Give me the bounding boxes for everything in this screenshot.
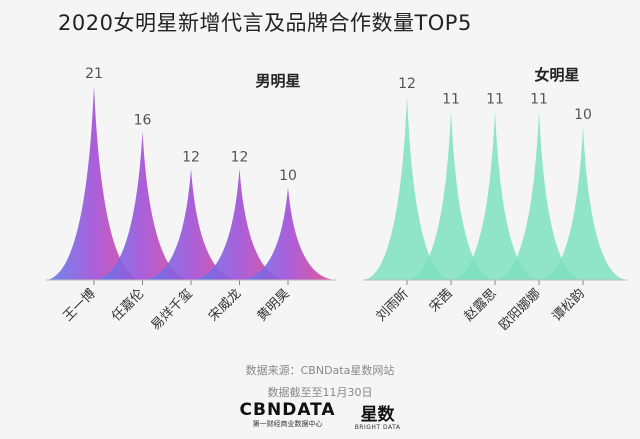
male-panel-title: 男明星 xyxy=(255,72,300,90)
male-chart: 21 王一博 16 任嘉伦 12 易烊千玺 12 宋威龙 10 黄明昊 xyxy=(46,66,336,334)
female-category-label-1: 刘雨昕 xyxy=(374,286,412,324)
male-peak-5 xyxy=(240,187,336,280)
male-category-label-5: 黄明昊 xyxy=(255,286,293,324)
female-value-label-2: 11 xyxy=(442,91,460,107)
male-category-label-3: 易烊千玺 xyxy=(148,286,195,333)
male-value-label-2: 16 xyxy=(134,112,152,128)
male-value-label-5: 10 xyxy=(279,168,297,184)
female-panel-title: 女明星 xyxy=(534,66,579,84)
female-value-label-4: 11 xyxy=(530,91,548,107)
male-category-label-4: 宋威龙 xyxy=(206,286,244,324)
cbndata-logo: CBNDATA 第一财经商业数据中心 xyxy=(239,400,336,428)
female-chart: 12 刘雨昕 11 宋茜 11 赵露思 11 欧阳娜娜 10 谭松韵 xyxy=(363,76,627,334)
male-value-label-1: 21 xyxy=(85,66,103,82)
bright-data-logo: 星数 BRIGHT DATA xyxy=(354,405,401,431)
female-peak-3 xyxy=(451,110,539,281)
female-category-label-5: 谭松韵 xyxy=(550,286,588,324)
female-value-label-1: 12 xyxy=(398,76,416,92)
male-value-label-3: 12 xyxy=(182,150,200,166)
female-value-label-5: 10 xyxy=(574,107,592,123)
source-note: 数据来源：CBNData星数网站 xyxy=(245,364,395,377)
female-peak-5 xyxy=(539,125,627,280)
female-peak-4 xyxy=(495,110,583,281)
male-peak-2 xyxy=(94,131,191,280)
male-category-label-2: 任嘉伦 xyxy=(109,286,147,324)
cutoff-note: 数据截至至11月30日 xyxy=(267,386,373,399)
male-peak-1 xyxy=(46,85,142,280)
male-peak-3 xyxy=(143,168,239,280)
female-peak-2 xyxy=(407,110,495,281)
male-value-label-4: 12 xyxy=(231,150,249,166)
brand-logos: CBNDATA 第一财经商业数据中心 星数 BRIGHT DATA xyxy=(0,400,640,431)
female-category-label-3: 赵露思 xyxy=(462,286,500,324)
male-category-label-1: 王一博 xyxy=(61,286,99,324)
chart-title: 2020女明星新增代言及品牌合作数量TOP5 xyxy=(58,11,472,35)
chart-canvas: 男明星 女明星 21 王一博 16 任嘉伦 12 易烊千玺 12 宋威龙 10 黄明昊 12 刘雨昕… xyxy=(46,66,627,334)
female-value-label-3: 11 xyxy=(486,91,504,107)
female-category-label-4: 欧阳娜娜 xyxy=(496,286,543,333)
female-peak-1 xyxy=(363,95,451,280)
male-peak-4 xyxy=(191,168,288,280)
female-category-label-2: 宋茜 xyxy=(427,286,456,315)
